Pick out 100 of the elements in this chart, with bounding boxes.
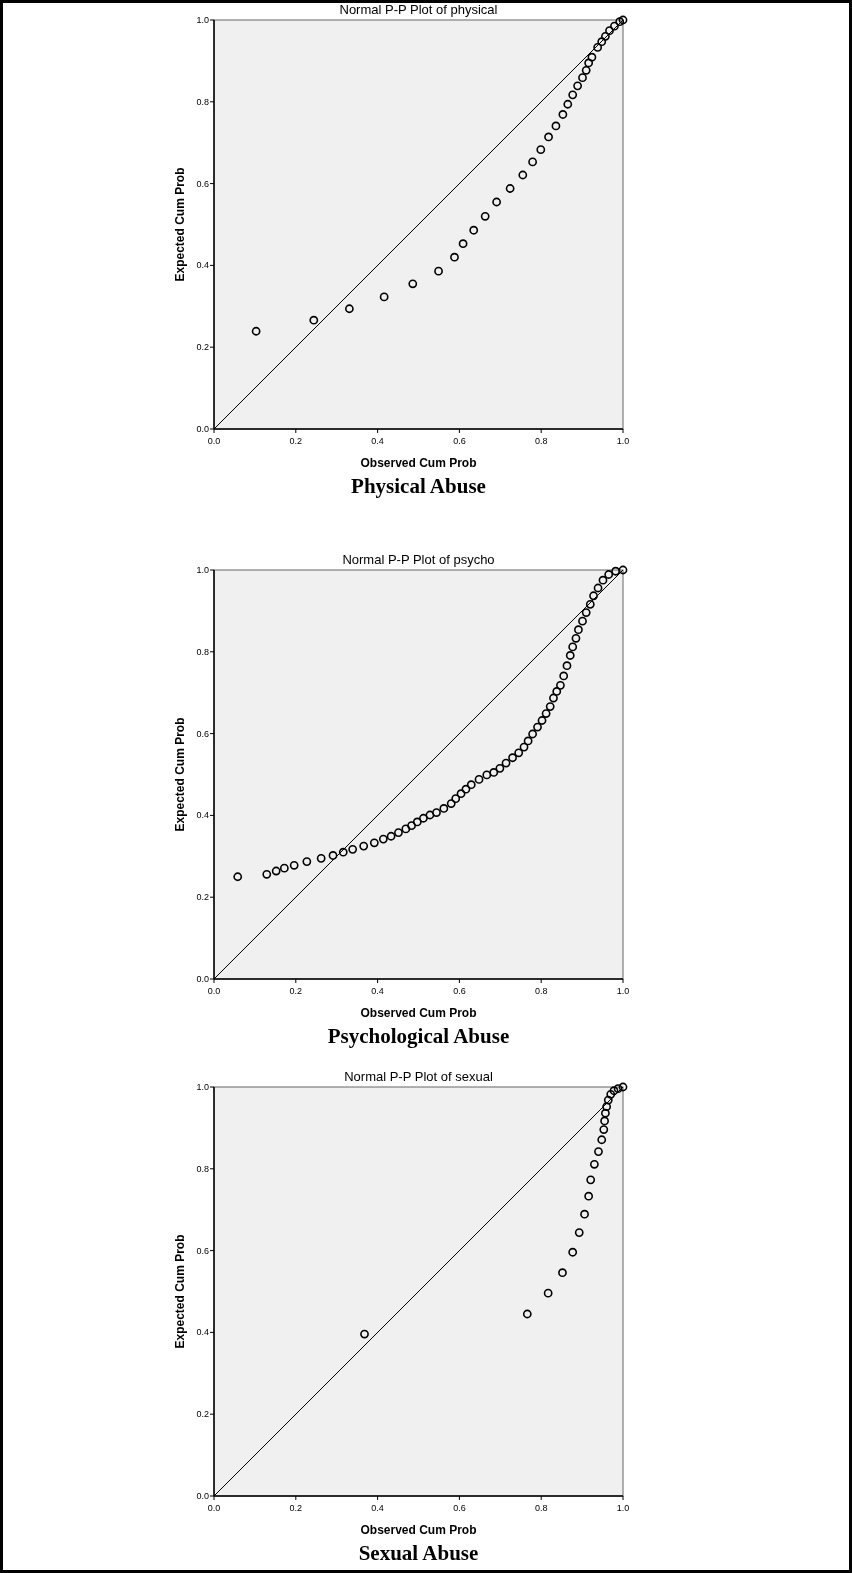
point (316, 853, 326, 863)
point (551, 121, 561, 131)
point (536, 145, 546, 155)
x-tick-label: 0.2 (289, 986, 303, 996)
point (469, 225, 479, 235)
point (519, 742, 529, 752)
text: Psychological Abuse (327, 1024, 510, 1048)
x-tick-label: 0.6 (453, 1503, 466, 1513)
point (419, 813, 428, 823)
point (289, 860, 299, 870)
point (603, 1095, 613, 1105)
y-tick-label: 0.6 (196, 1245, 209, 1256)
point (578, 616, 587, 626)
x-tick-label: 0.6 (453, 986, 466, 996)
text: Sexual Abuse (358, 1541, 479, 1565)
y-axis-title: Expected Cum Prob (173, 167, 187, 282)
point (378, 834, 388, 844)
point (514, 748, 524, 758)
y-axis-title: Expected Cum Prob (173, 717, 187, 832)
y-tick-label: 0.8 (196, 1163, 209, 1174)
chart-title: Normal P-P Plot of physical (339, 2, 498, 17)
point (233, 872, 243, 882)
x-tick-label: 0.4 (371, 1503, 384, 1513)
point (558, 110, 568, 119)
point (562, 661, 572, 671)
point (589, 1159, 599, 1169)
point (597, 1135, 607, 1145)
point (412, 817, 422, 827)
point (262, 869, 272, 879)
point (599, 1125, 609, 1134)
point (611, 566, 621, 576)
point (594, 1147, 603, 1157)
x-axis-title: Observed Cum Prob (360, 1523, 477, 1537)
point (328, 851, 338, 860)
y-tick-label: 0.0 (196, 974, 209, 984)
y-tick-label: 0.2 (196, 892, 209, 903)
point (359, 841, 369, 851)
x-tick-label: 0.2 (289, 1503, 303, 1513)
y-tick-label: 1.0 (196, 15, 209, 25)
point (482, 770, 492, 780)
point (585, 599, 595, 609)
point (451, 794, 461, 804)
point (556, 680, 565, 690)
point (602, 1102, 612, 1112)
point (537, 716, 547, 725)
point (581, 608, 591, 617)
chart-title: Normal P-P Plot of psycho (342, 552, 495, 567)
point (386, 831, 396, 841)
point (344, 304, 354, 314)
point (549, 693, 558, 703)
point (348, 844, 358, 854)
y-tick-label: 0.2 (196, 1409, 209, 1420)
point (558, 1268, 567, 1278)
y-tick-label: 0.6 (196, 178, 209, 189)
y-tick-label: 0.8 (196, 96, 209, 107)
point (584, 1191, 594, 1201)
point (533, 722, 542, 732)
point (528, 729, 538, 739)
point (450, 252, 459, 262)
point (480, 211, 490, 221)
point (568, 1247, 578, 1257)
point (489, 768, 499, 777)
point (545, 702, 555, 711)
x-tick-label: 0.6 (453, 436, 466, 446)
y-tick-label: 0.4 (196, 810, 209, 821)
point (574, 1228, 584, 1237)
point (618, 565, 628, 575)
point (541, 709, 551, 718)
x-axis-title: Observed Cum Prob (360, 456, 477, 470)
point (379, 292, 389, 302)
point (618, 1082, 628, 1092)
y-tick-label: 0.0 (196, 424, 209, 434)
point (508, 753, 517, 763)
point (593, 43, 603, 52)
point (552, 687, 562, 696)
point (466, 780, 476, 790)
point (407, 821, 416, 831)
point (578, 73, 587, 83)
point (271, 866, 281, 876)
point (456, 789, 466, 799)
point (505, 184, 515, 193)
y-tick-label: 1.0 (196, 1082, 209, 1092)
point (309, 315, 319, 325)
x-tick-label: 0.2 (289, 436, 303, 446)
point (425, 810, 435, 820)
point (568, 90, 578, 100)
point (302, 857, 312, 867)
y-tick-label: 0.0 (196, 1491, 209, 1501)
x-tick-label: 1.0 (616, 1503, 630, 1513)
point (439, 804, 449, 813)
point (586, 1175, 596, 1185)
point (251, 326, 261, 336)
point (543, 1288, 553, 1298)
point (394, 828, 403, 837)
point (601, 1108, 610, 1118)
point (544, 132, 553, 142)
point (573, 81, 582, 91)
point (598, 575, 608, 585)
chart-title: Normal P-P Plot of sexual (344, 1069, 493, 1084)
point (522, 1309, 532, 1319)
